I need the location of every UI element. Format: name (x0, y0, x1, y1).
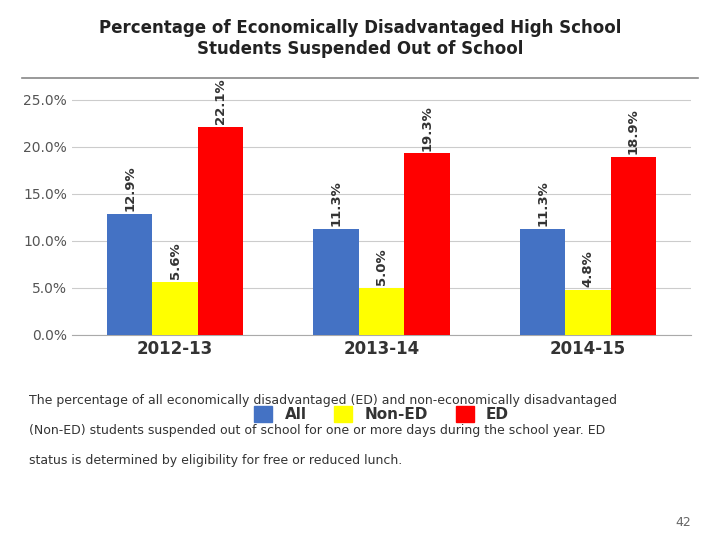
Text: 5.0%: 5.0% (375, 248, 388, 285)
Text: (Non-ED) students suspended out of school for one or more days during the school: (Non-ED) students suspended out of schoo… (29, 424, 605, 437)
Legend: All, Non-ED, ED: All, Non-ED, ED (246, 399, 517, 429)
Bar (405, 153, 450, 335)
Bar (313, 228, 359, 335)
Bar (520, 228, 565, 335)
Bar (565, 289, 611, 335)
Text: 22.1%: 22.1% (214, 79, 227, 124)
Text: 19.3%: 19.3% (420, 105, 433, 151)
Text: Percentage of Economically Disadvantaged High School
Students Suspended Out of S: Percentage of Economically Disadvantaged… (99, 19, 621, 58)
Bar (611, 157, 656, 335)
Text: 18.9%: 18.9% (627, 109, 640, 154)
Text: The percentage of all economically disadvantaged (ED) and non-economically disad: The percentage of all economically disad… (29, 394, 617, 407)
Text: 11.3%: 11.3% (536, 180, 549, 226)
Bar (153, 282, 198, 335)
Bar (198, 127, 243, 335)
Bar (107, 213, 153, 335)
Text: 11.3%: 11.3% (330, 180, 343, 226)
Bar (359, 288, 405, 335)
Text: 4.8%: 4.8% (582, 250, 595, 287)
Text: 5.6%: 5.6% (168, 242, 181, 279)
Text: 42: 42 (675, 516, 691, 529)
Text: 12.9%: 12.9% (123, 165, 136, 211)
Text: status is determined by eligibility for free or reduced lunch.: status is determined by eligibility for … (29, 454, 402, 467)
